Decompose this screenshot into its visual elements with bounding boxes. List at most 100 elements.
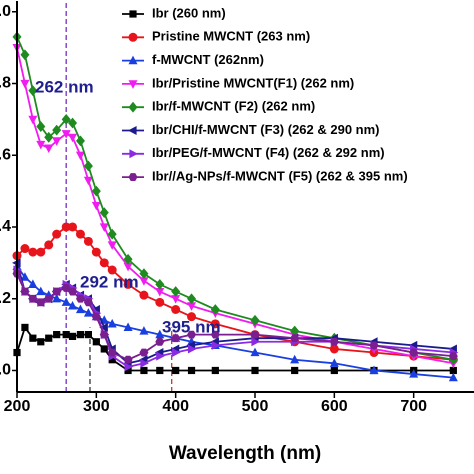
legend-label: Ibr (260 nm)	[152, 5, 226, 20]
data-point	[171, 295, 181, 304]
data-point	[139, 348, 149, 357]
data-point	[61, 222, 71, 232]
data-point	[36, 298, 46, 307]
data-point	[171, 286, 181, 297]
legend-label: Ibr/f-MWCNT (F2) (262 nm)	[152, 99, 315, 114]
data-point	[21, 323, 29, 332]
data-point	[107, 265, 117, 275]
data-point	[68, 222, 78, 232]
data-point	[28, 85, 38, 97]
data-point	[124, 362, 134, 372]
y-tick-label: 0.8	[0, 75, 11, 92]
x-tick-label: 600	[321, 398, 348, 415]
data-point	[107, 241, 117, 250]
data-point	[140, 366, 148, 375]
legend-label: Ibr//Ag-NPs/f-MWCNT (F5) (262 & 395 nm)	[152, 169, 408, 184]
data-point	[210, 304, 220, 315]
data-point	[329, 358, 339, 367]
data-point	[290, 354, 300, 364]
data-point	[36, 121, 46, 132]
data-point	[250, 330, 260, 339]
annotation: 292 nm	[80, 272, 139, 291]
legend-label: Ibr/Pristine MWCNT(F1) (262 nm)	[152, 75, 354, 90]
data-point	[29, 334, 37, 342]
data-point	[211, 366, 219, 375]
data-point	[83, 176, 93, 186]
data-point	[251, 337, 260, 347]
data-point	[92, 338, 100, 346]
data-point	[44, 131, 54, 143]
data-point	[210, 319, 220, 329]
data-point	[156, 351, 165, 361]
data-point	[75, 229, 85, 239]
data-point	[155, 297, 165, 307]
data-point	[107, 228, 117, 240]
data-point	[156, 366, 164, 375]
data-point	[75, 294, 85, 303]
legend-marker	[129, 10, 137, 18]
data-point	[99, 322, 108, 332]
data-point	[140, 358, 149, 368]
data-point	[330, 366, 338, 375]
data-point	[250, 347, 260, 357]
data-point	[36, 140, 46, 150]
data-point	[187, 344, 197, 354]
data-point	[108, 356, 116, 364]
data-point	[139, 268, 149, 280]
data-point	[61, 130, 71, 139]
data-point	[28, 247, 38, 257]
data-point	[44, 294, 54, 303]
data-point	[83, 298, 93, 307]
data-point	[44, 240, 54, 250]
data-point	[187, 312, 197, 322]
data-point	[20, 272, 30, 281]
data-point	[187, 330, 197, 339]
y-tick-label: 0.0	[0, 362, 11, 379]
x-tick-label: 200	[4, 398, 31, 415]
data-point	[68, 287, 78, 296]
legend-marker	[128, 55, 138, 65]
y-tick-label: 0.2	[0, 290, 11, 307]
data-point	[187, 293, 197, 305]
x-tick-label: 300	[83, 398, 110, 415]
data-point	[75, 304, 85, 314]
data-point	[61, 297, 71, 306]
data-point	[124, 366, 132, 375]
legend-marker	[128, 80, 138, 89]
data-point	[52, 124, 62, 136]
data-point	[448, 352, 458, 361]
data-point	[68, 133, 78, 143]
data-point	[155, 278, 165, 290]
y-tick-label: 0.4	[0, 218, 11, 235]
data-point	[28, 294, 38, 303]
data-point	[187, 366, 196, 375]
data-point	[83, 236, 93, 246]
data-point	[172, 366, 180, 375]
data-point	[28, 115, 38, 125]
legend-label: Ibr/PEG/f-MWCNT (F4) (262 & 292 nm)	[152, 145, 385, 160]
legend-label: Ibr/CHI/f-MWCNT (F3) (262 & 290 nm)	[152, 122, 380, 137]
legend-marker	[128, 101, 138, 113]
data-point	[45, 334, 53, 342]
data-point	[123, 355, 133, 364]
data-point	[75, 151, 85, 161]
data-point	[172, 348, 181, 358]
data-point	[187, 302, 197, 311]
data-point	[36, 247, 46, 257]
data-point	[123, 279, 133, 289]
data-point	[75, 135, 85, 147]
annotation: 395 nm	[162, 317, 221, 336]
data-point	[100, 345, 108, 353]
data-point	[28, 279, 38, 288]
data-point	[91, 312, 101, 321]
legend-marker	[128, 126, 137, 135]
data-point	[139, 277, 149, 286]
data-point	[83, 308, 93, 317]
data-point	[329, 337, 339, 346]
data-point	[107, 348, 117, 357]
data-point	[76, 331, 85, 339]
data-point	[123, 322, 133, 332]
data-point	[171, 304, 181, 314]
data-point	[123, 253, 133, 265]
